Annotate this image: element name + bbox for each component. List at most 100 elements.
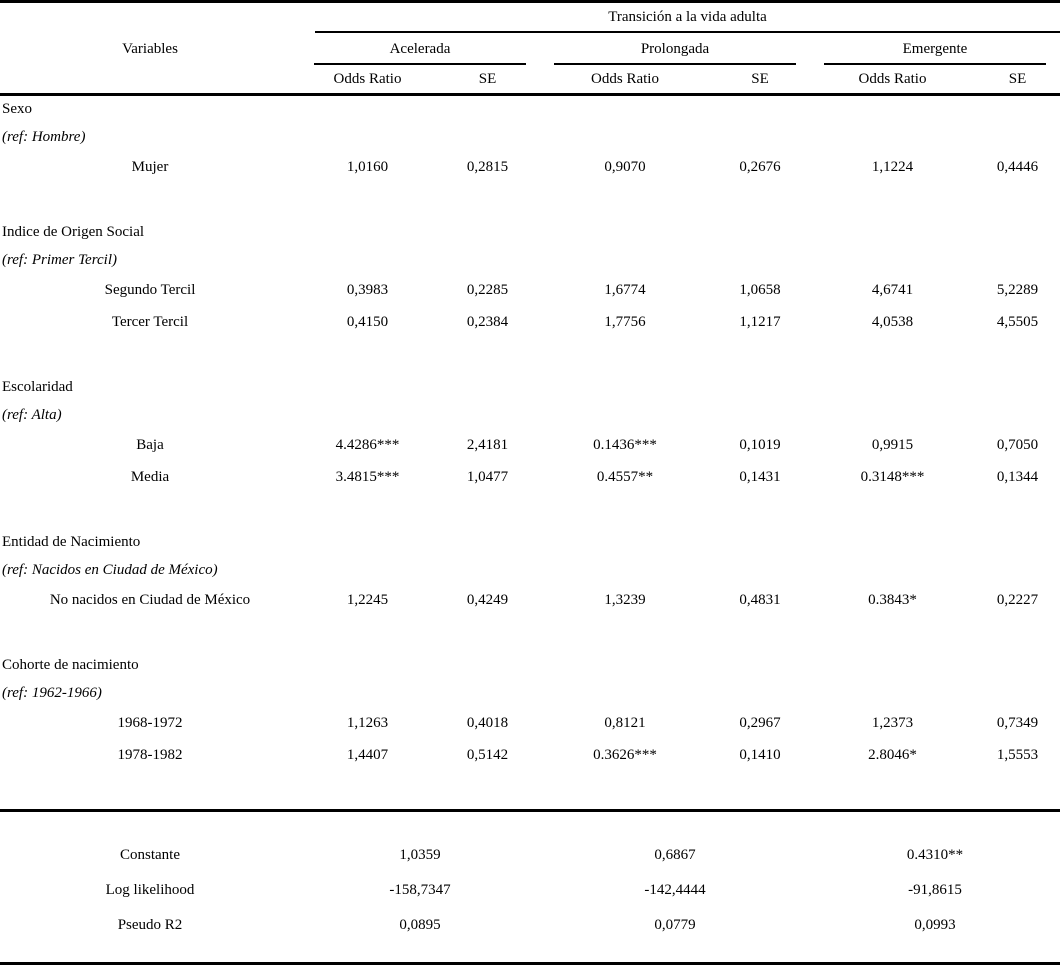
cell-se-acelerada: 0,4249 xyxy=(466,591,509,608)
row-label: Mujer xyxy=(131,158,169,175)
table-row-baja: Baja 4.4286*** 2,4181 0.1436*** 0,1019 0… xyxy=(0,429,1060,461)
summary-row-pseudo-r2: Pseudo R2 0,0895 0,0779 0,0993 xyxy=(0,908,1060,943)
section-ref: (ref: Primer Tercil) xyxy=(2,251,117,268)
group-header-acelerada-label: Acelerada xyxy=(314,35,526,65)
table-header-groups-row: Variables Acelerada Prolongada Emergente xyxy=(0,33,1060,65)
group-header-acelerada: Acelerada xyxy=(300,33,540,65)
subheader-se-2: SE xyxy=(751,70,769,87)
cell-se-acelerada: 1,0477 xyxy=(466,468,509,485)
section-ref: (ref: Hombre) xyxy=(2,128,86,145)
summary-row-log-likelihood: Log likelihood -158,7347 -142,4444 -91,8… xyxy=(0,873,1060,908)
cell-or-prolongada: 1,7756 xyxy=(604,313,646,330)
table-row-1968-1972: 1968-1972 1,1263 0,4018 0,8121 0,2967 1,… xyxy=(0,707,1060,739)
cell-or-emergente: 1,1224 xyxy=(871,158,914,175)
header-body-divider xyxy=(0,93,1060,96)
table-row-segundo-tercil: Segundo Tercil 0,3983 0,2285 1,6774 1,06… xyxy=(0,274,1060,306)
cell-or-emergente: 4,0538 xyxy=(871,313,914,330)
summary-emergente: -91,8615 xyxy=(908,882,962,898)
cell-or-acelerada: 1,1263 xyxy=(346,714,389,731)
section-title: Escolaridad xyxy=(2,379,73,395)
subheader-empty-cell xyxy=(0,65,300,93)
cell-or-prolongada: 1,6774 xyxy=(604,281,646,298)
section-ref: (ref: Alta) xyxy=(2,406,62,423)
cell-or-acelerada: 3.4815*** xyxy=(335,468,400,485)
summary-prolongada: -142,4444 xyxy=(644,882,706,898)
cell-or-prolongada: 0.4557** xyxy=(596,468,654,485)
row-label: 1968-1972 xyxy=(117,714,183,731)
cell-se-acelerada: 0,2384 xyxy=(466,313,509,330)
section-title: Entidad de Nacimiento xyxy=(2,534,141,550)
cell-or-prolongada: 1,3239 xyxy=(604,591,646,608)
cell-se-emergente: 5,2289 xyxy=(996,281,1039,298)
cell-or-acelerada: 1,2245 xyxy=(346,591,389,608)
section-title: Sexo xyxy=(2,101,32,117)
cell-se-prolongada: 0,4831 xyxy=(739,591,781,608)
cell-or-acelerada: 1,0160 xyxy=(346,158,389,175)
model-summary: Constante 1,0359 0,6867 0.4310** Log lik… xyxy=(0,838,1060,943)
cell-or-emergente: 1,2373 xyxy=(871,714,914,731)
header-empty-cell xyxy=(0,3,300,33)
summary-label: Pseudo R2 xyxy=(117,917,183,933)
row-label: No nacidos en Ciudad de México xyxy=(49,591,251,608)
cell-se-emergente: 0,4446 xyxy=(996,158,1039,175)
summary-row-constante: Constante 1,0359 0,6867 0.4310** xyxy=(0,838,1060,873)
group-header-prolongada-label: Prolongada xyxy=(554,35,796,65)
cell-or-prolongada: 0.3626*** xyxy=(593,746,657,763)
cell-or-acelerada: 0,3983 xyxy=(346,281,389,298)
cell-se-emergente: 0,2227 xyxy=(996,591,1039,608)
row-label: 1978-1982 xyxy=(117,746,183,763)
cell-se-emergente: 0,1344 xyxy=(996,468,1039,485)
section-escolaridad: Escolaridad (ref: Alta) Baja 4.4286*** 2… xyxy=(0,374,1060,493)
cell-or-emergente: 0,9915 xyxy=(871,436,914,453)
cell-se-prolongada: 0,1019 xyxy=(739,436,781,453)
cell-se-acelerada: 2,4181 xyxy=(466,436,509,453)
summary-acelerada: 1,0359 xyxy=(399,847,441,863)
subheader-se-3: SE xyxy=(1008,70,1027,87)
section-cohorte-nacimiento: Cohorte de nacimiento (ref: 1962-1966) 1… xyxy=(0,652,1060,771)
cell-or-prolongada: 0,9070 xyxy=(604,158,646,175)
cell-or-prolongada: 0,8121 xyxy=(604,714,646,731)
cell-se-prolongada: 0,1410 xyxy=(739,746,781,763)
table-row-media: Media 3.4815*** 1,0477 0.4557** 0,1431 0… xyxy=(0,461,1060,493)
subheader-odds-ratio-1: Odds Ratio xyxy=(333,70,402,87)
section-indice-origen-social: Indice de Origen Social (ref: Primer Ter… xyxy=(0,219,1060,338)
section-sexo: Sexo (ref: Hombre) Mujer 1,0160 0,2815 0… xyxy=(0,96,1060,183)
summary-prolongada: 0,0779 xyxy=(654,917,696,933)
summary-emergente: 0.4310** xyxy=(906,847,964,863)
cell-se-prolongada: 1,1217 xyxy=(739,313,781,330)
cell-se-emergente: 4,5505 xyxy=(996,313,1039,330)
cell-se-prolongada: 0,1431 xyxy=(739,468,781,485)
summary-label: Constante xyxy=(120,847,180,863)
body-summary-divider xyxy=(0,809,1060,812)
cell-or-acelerada: 1,4407 xyxy=(346,746,389,763)
cell-or-emergente: 4,6741 xyxy=(871,281,914,298)
section-ref: (ref: Nacidos en Ciudad de México) xyxy=(2,561,218,578)
table-subheader-row: Odds Ratio SE Odds Ratio SE Odds Ratio S… xyxy=(0,65,1060,93)
cell-se-emergente: 0,7050 xyxy=(996,436,1039,453)
subheader-se-1: SE xyxy=(478,70,497,87)
cell-se-emergente: 0,7349 xyxy=(996,714,1039,731)
group-header-emergente: Emergente xyxy=(810,33,1060,65)
table-row-1978-1982: 1978-1982 1,4407 0,5142 0.3626*** 0,1410… xyxy=(0,739,1060,771)
group-header-prolongada: Prolongada xyxy=(540,33,810,65)
table-row-mujer: Mujer 1,0160 0,2815 0,9070 0,2676 1,1224… xyxy=(0,151,1060,183)
summary-label: Log likelihood xyxy=(105,882,195,898)
section-entidad-nacimiento: Entidad de Nacimiento (ref: Nacidos en C… xyxy=(0,529,1060,616)
subheader-odds-ratio-3: Odds Ratio xyxy=(858,70,927,87)
cell-or-acelerada: 4.4286*** xyxy=(335,436,400,453)
cell-se-acelerada: 0,5142 xyxy=(466,746,509,763)
summary-acelerada: -158,7347 xyxy=(389,882,451,898)
cell-or-emergente: 2.8046* xyxy=(868,746,917,763)
table-row-tercer-tercil: Tercer Tercil 0,4150 0,2384 1,7756 1,121… xyxy=(0,306,1060,338)
section-title: Cohorte de nacimiento xyxy=(2,657,139,673)
variables-header: Variables xyxy=(122,40,178,57)
cell-se-emergente: 1,5553 xyxy=(996,746,1039,763)
group-header-emergente-label: Emergente xyxy=(824,35,1046,65)
summary-prolongada: 0,6867 xyxy=(654,847,696,863)
section-ref: (ref: 1962-1966) xyxy=(2,684,102,701)
cell-se-prolongada: 1,0658 xyxy=(739,281,781,298)
section-title: Indice de Origen Social xyxy=(2,224,145,240)
cell-or-emergente: 0.3148*** xyxy=(860,468,925,485)
row-label: Baja xyxy=(136,436,164,453)
